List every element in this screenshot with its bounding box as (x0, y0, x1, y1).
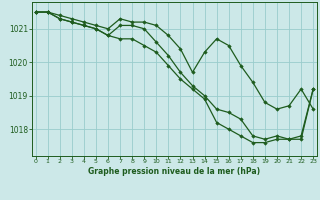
X-axis label: Graphe pression niveau de la mer (hPa): Graphe pression niveau de la mer (hPa) (88, 167, 260, 176)
